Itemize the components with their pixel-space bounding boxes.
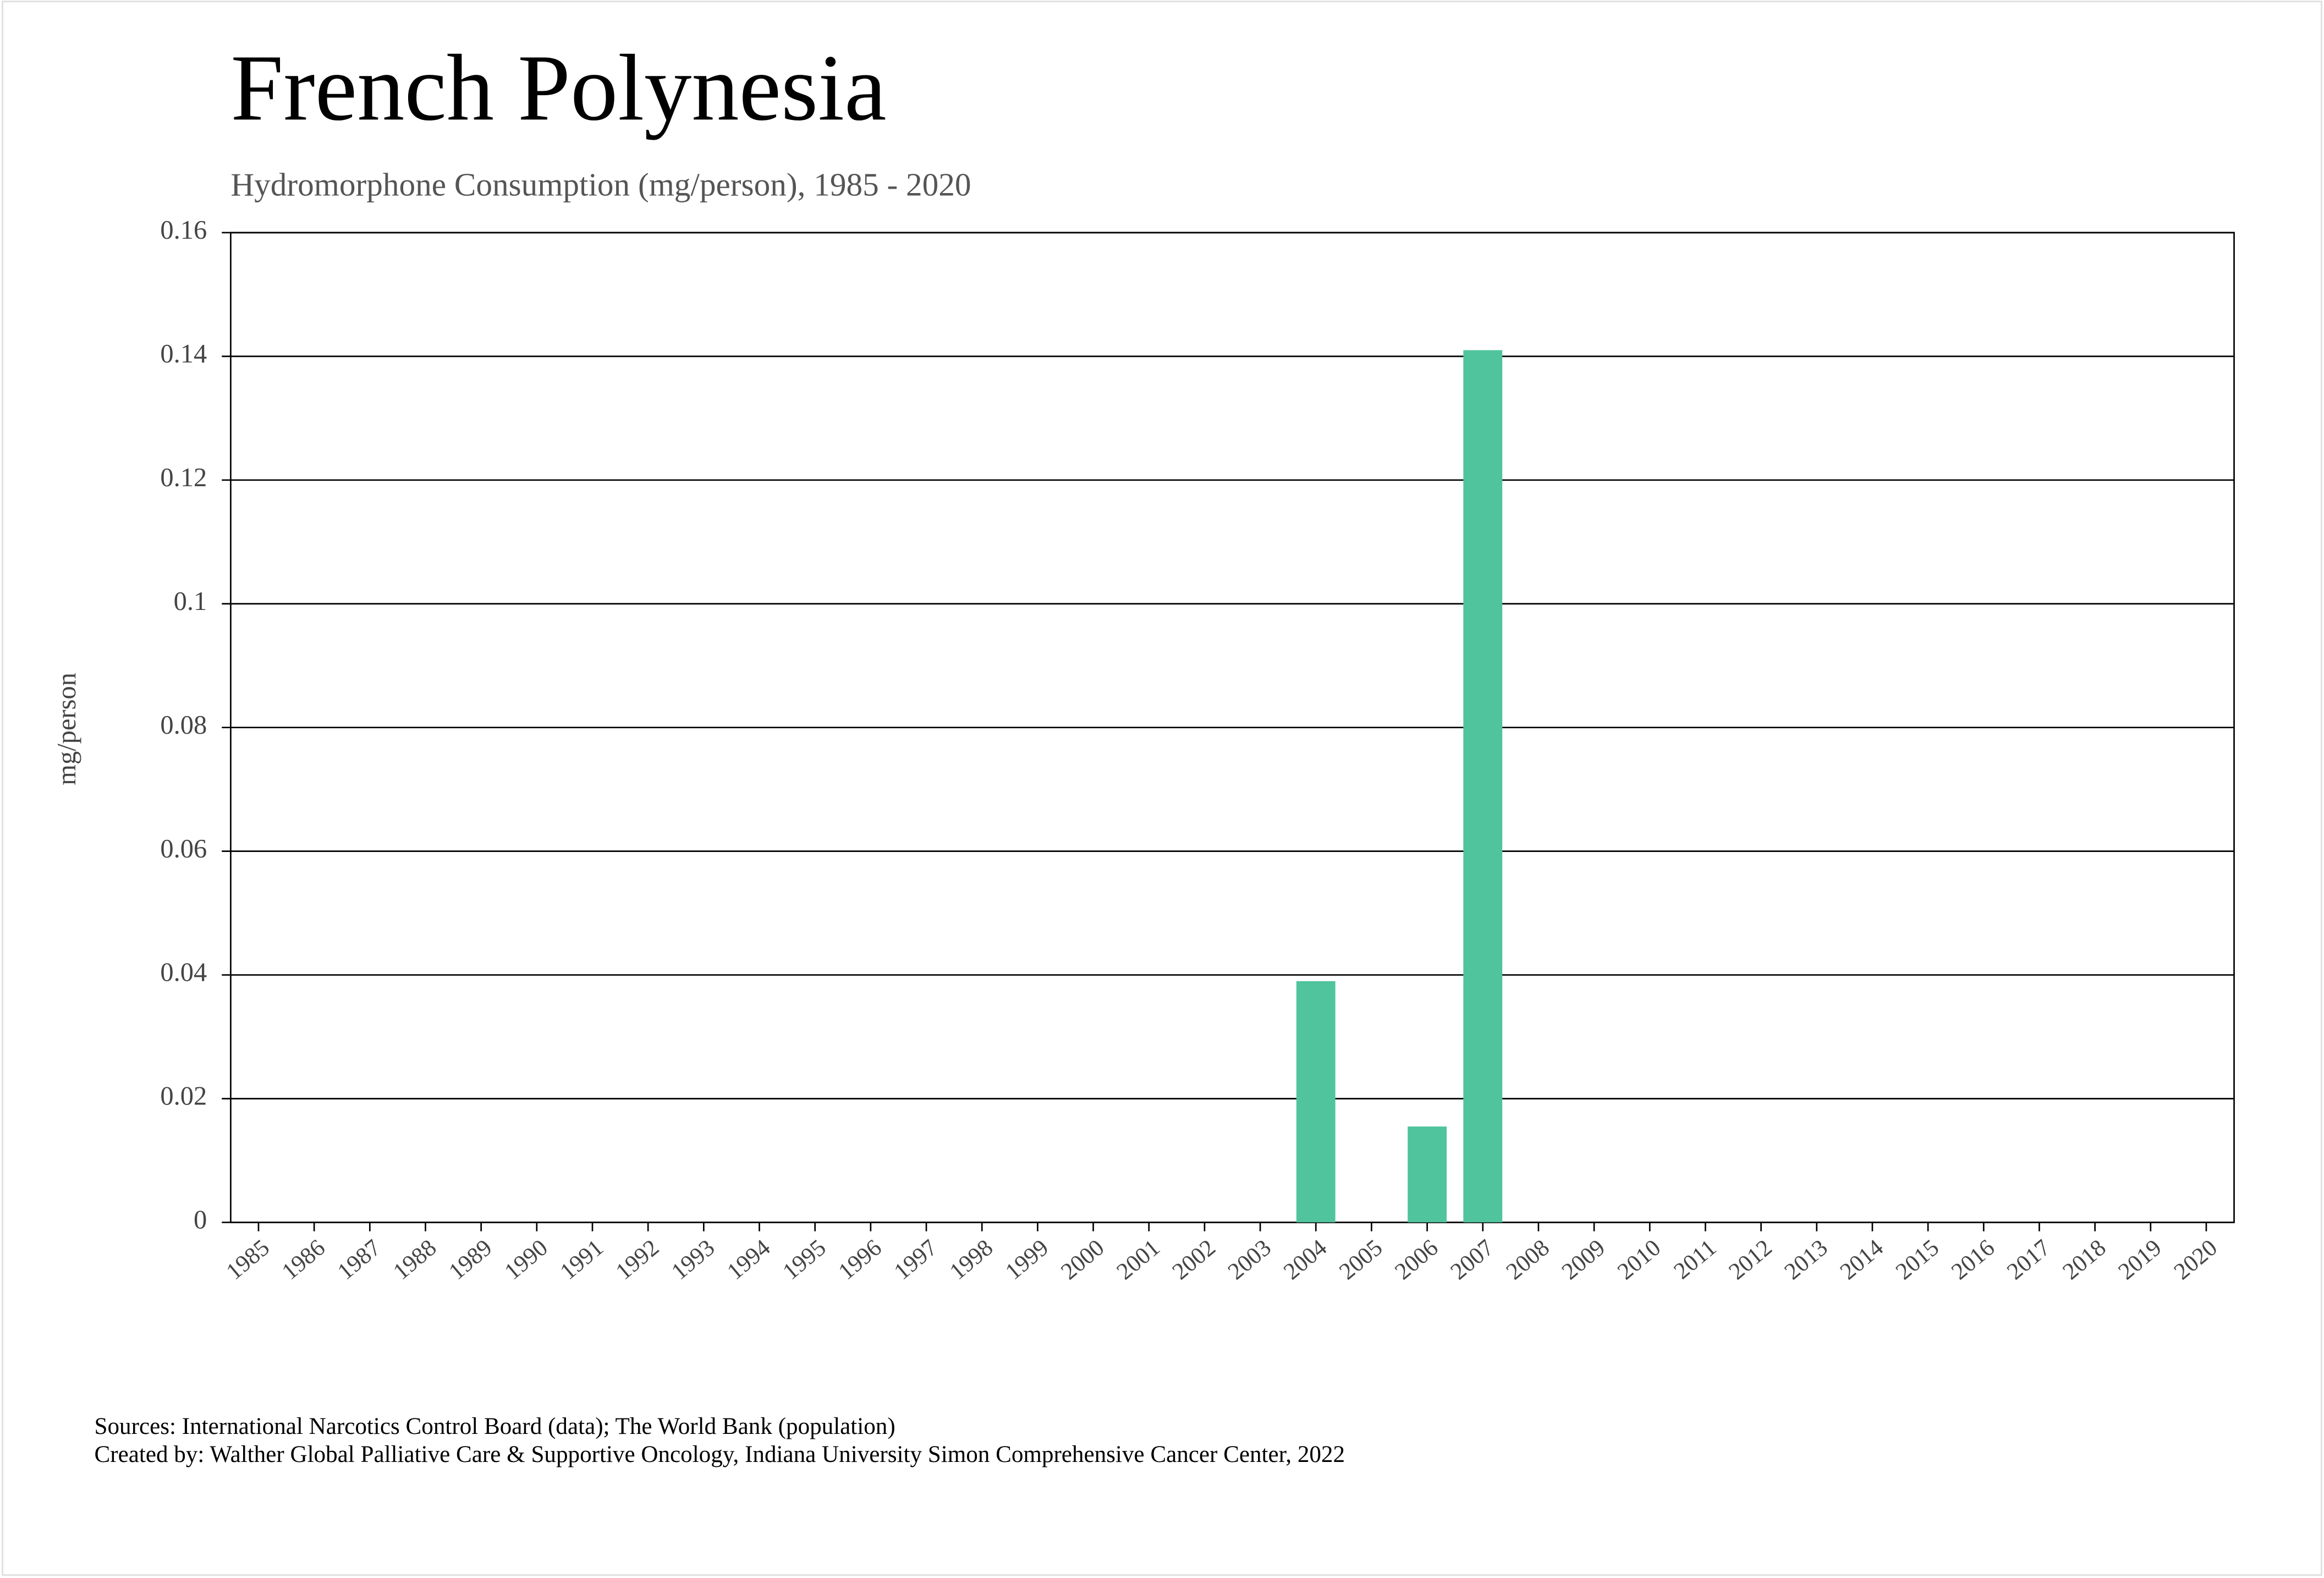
chart-title: French Polynesia (230, 35, 886, 140)
bar (1463, 350, 1503, 1223)
bar (1408, 1126, 1447, 1223)
y-tick-label: 0.04 (160, 958, 207, 987)
y-tick-label: 0.08 (160, 711, 207, 740)
y-tick-label: 0.1 (174, 587, 207, 616)
y-tick-label: 0.12 (160, 463, 207, 492)
y-tick-label: 0.02 (160, 1082, 207, 1111)
plot-border (230, 232, 2235, 1223)
footer-credit: Created by: Walther Global Palliative Ca… (95, 1442, 1345, 1467)
bar (1296, 981, 1336, 1223)
y-tick-label: 0.14 (160, 339, 207, 369)
chart-subtitle: Hydromorphone Consumption (mg/person), 1… (230, 167, 971, 203)
footer-source: Sources: International Narcotics Control… (95, 1414, 895, 1439)
y-tick-label: 0.16 (160, 216, 207, 245)
y-tick-label: 0 (194, 1206, 207, 1235)
y-axis-label: mg/person (52, 673, 81, 785)
y-tick-label: 0.06 (160, 834, 207, 864)
